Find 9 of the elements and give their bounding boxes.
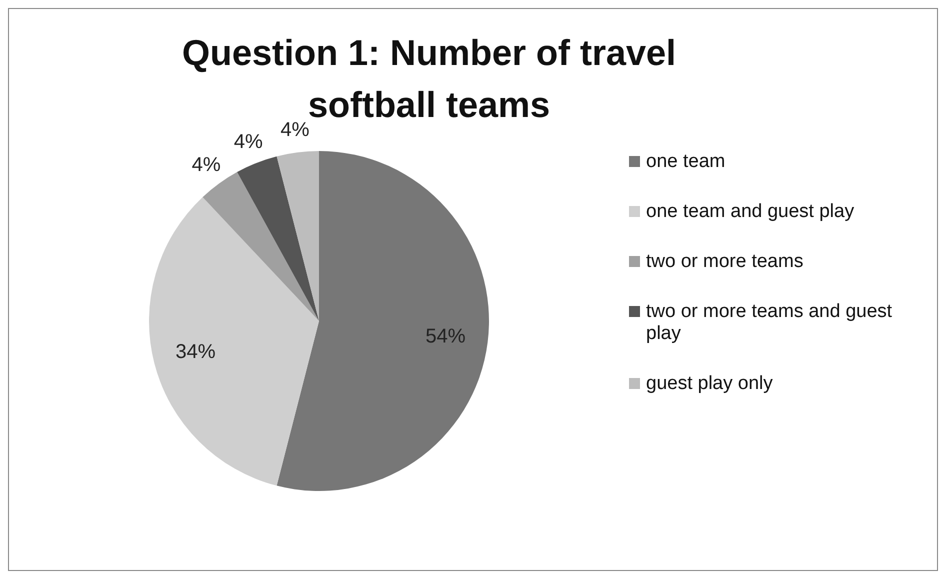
legend-label: one team xyxy=(646,151,726,173)
legend-label: two or more teams and guest play xyxy=(646,301,894,345)
legend-label: guest play only xyxy=(646,373,773,395)
data-label: 34% xyxy=(175,341,216,364)
legend-label: one team and guest play xyxy=(646,201,854,223)
legend-label: two or more teams xyxy=(646,251,804,273)
data-label: 54% xyxy=(425,325,466,348)
data-label: 4% xyxy=(192,154,221,176)
data-label: 4% xyxy=(234,131,263,153)
